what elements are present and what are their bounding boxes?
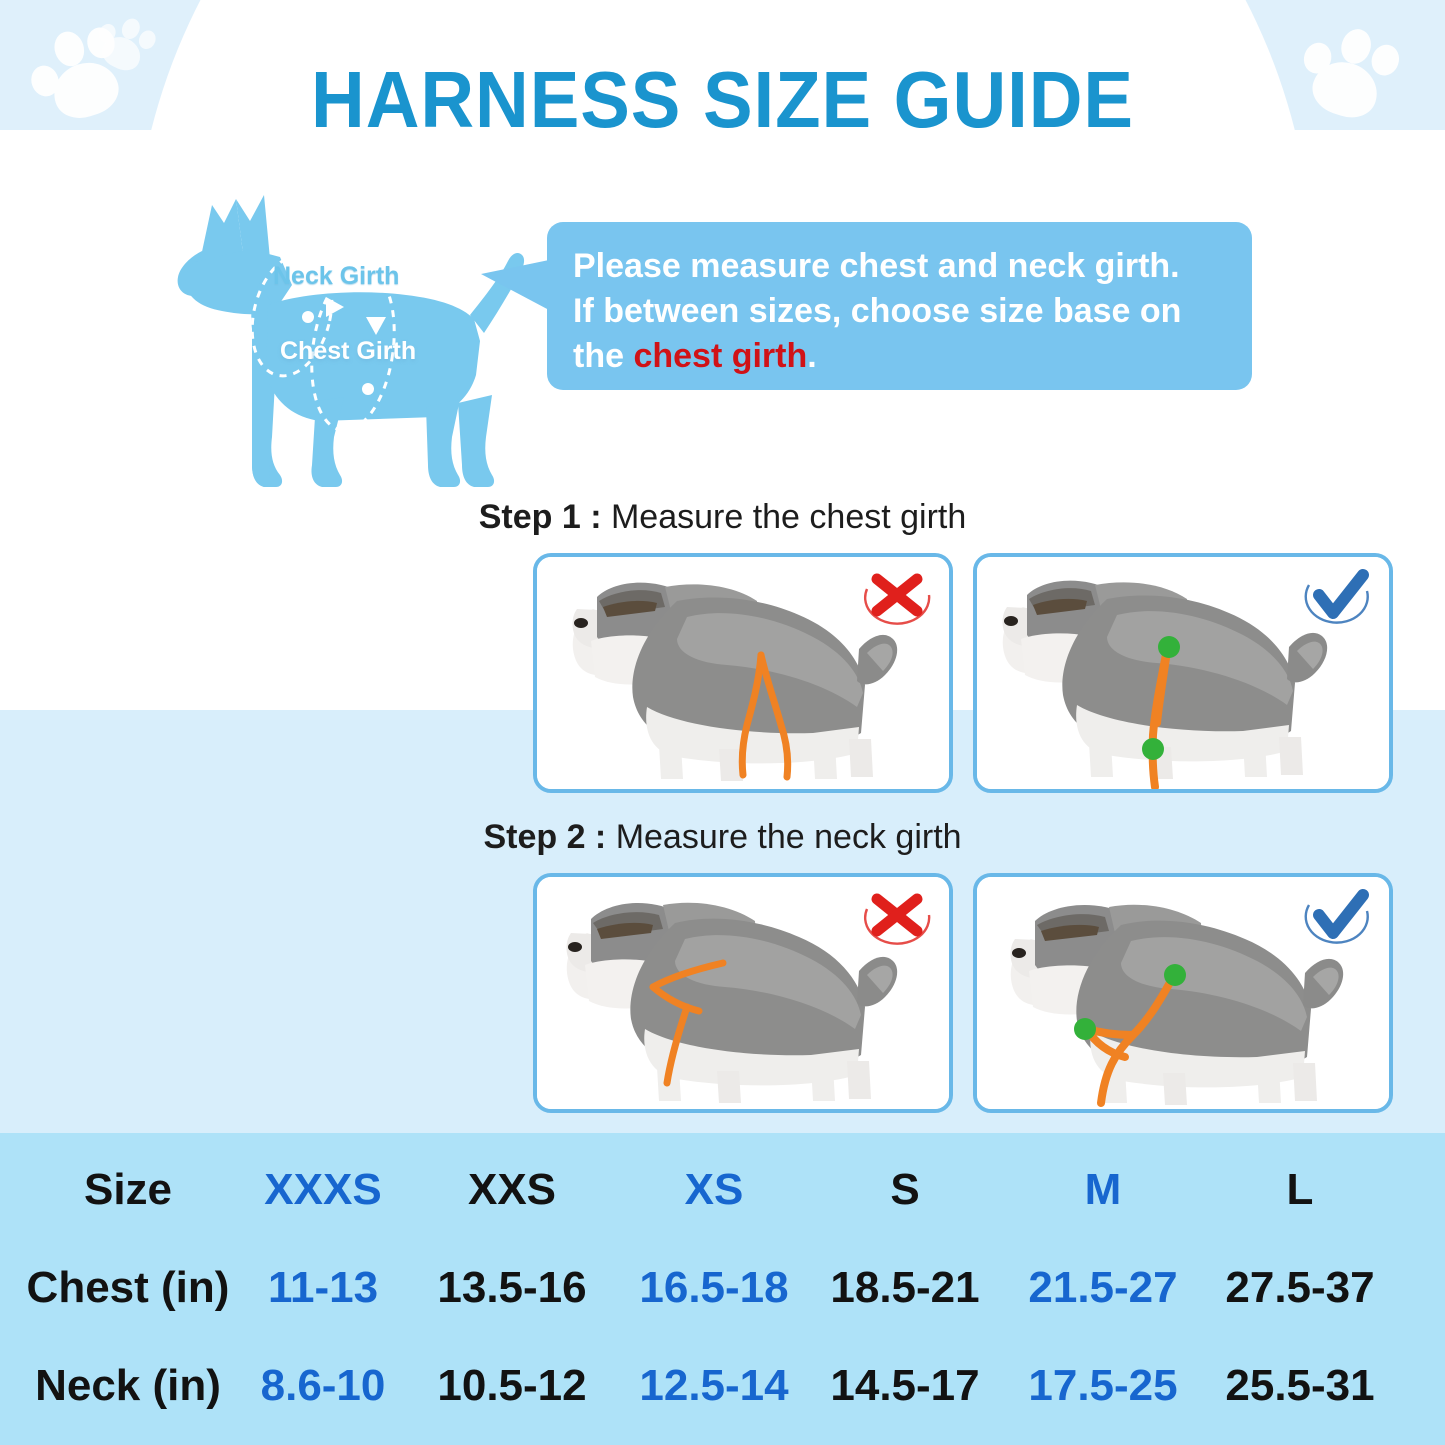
decor-dot bbox=[1240, 36, 1256, 52]
table-cell-size-s: S bbox=[890, 1165, 920, 1214]
decor-dot bbox=[1038, 492, 1054, 508]
background-band-table bbox=[0, 1133, 1445, 1445]
size-table: Size XXXS XXS XS S M L Chest (in) 11-13 13.5-16 1… bbox=[0, 1133, 1445, 1445]
callout-line-3-suffix: . bbox=[807, 336, 817, 375]
table-rowlabel-neck: Neck (in) bbox=[35, 1361, 221, 1410]
callout-highlight: chest girth bbox=[633, 336, 808, 375]
callout-tail bbox=[481, 260, 549, 310]
table-cell-chest-xxxs: 11-13 bbox=[267, 1263, 379, 1312]
step-1-heading: Step 1 : Measure the chest girth bbox=[0, 498, 1445, 537]
dog-photo-neck-correct bbox=[977, 877, 1389, 1109]
measure-point-dot bbox=[1074, 1018, 1096, 1040]
table-cell-neck-xxs: 10.5-12 bbox=[437, 1361, 587, 1410]
callout-line-2: If between sizes, choose size base on bbox=[573, 291, 1182, 330]
decor-dot bbox=[731, 59, 753, 81]
step-2-heading: Step 2 : Measure the neck girth bbox=[0, 818, 1445, 857]
measure-point-dot bbox=[1158, 636, 1180, 658]
dog-photo-chest-incorrect bbox=[537, 557, 949, 789]
table-cell-neck-xs: 12.5-14 bbox=[639, 1361, 789, 1410]
blue-check-icon bbox=[1301, 567, 1375, 629]
table-row-chest: Chest (in) 11-13 13.5-16 16.5-18 18.5-21 21.5… bbox=[0, 1253, 1445, 1353]
decor-dot bbox=[392, 492, 408, 508]
step-1-text: Measure the chest girth bbox=[610, 498, 967, 536]
table-cell-size-xxxs: XXXS bbox=[264, 1165, 382, 1214]
step-1-correct-card bbox=[973, 553, 1393, 793]
table-row-neck: Neck (in) 8.6-10 10.5-12 12.5-14 14.5-17 17.5… bbox=[0, 1351, 1445, 1445]
table-cell-neck-l: 25.5-31 bbox=[1225, 1361, 1375, 1410]
decor-dot bbox=[570, 116, 590, 136]
dog-silhouette-icon bbox=[177, 195, 525, 487]
step-2-text: Measure the neck girth bbox=[615, 818, 962, 856]
decor-dot bbox=[1171, 29, 1189, 47]
step-1-incorrect-card bbox=[533, 553, 953, 793]
decor-dot bbox=[849, 109, 867, 127]
measure-point-dot bbox=[1164, 964, 1186, 986]
table-cell-neck-xxxs: 8.6-10 bbox=[260, 1361, 386, 1410]
dog-photo-neck-incorrect bbox=[537, 877, 949, 1109]
decor-dot bbox=[524, 178, 544, 198]
table-cell-neck-s: 14.5-17 bbox=[830, 1361, 980, 1410]
table-rowlabel-size: Size bbox=[83, 1165, 173, 1214]
decor-dot bbox=[679, 61, 701, 83]
decor-dot bbox=[798, 76, 822, 100]
table-cell-chest-xxs: 13.5-16 bbox=[437, 1263, 587, 1312]
table-cell-size-xxs: XXS bbox=[467, 1165, 557, 1214]
measure-instruction-callout: Please measure chest and neck girth. If … bbox=[481, 222, 1252, 390]
step-2-correct-card bbox=[973, 873, 1393, 1113]
red-cross-icon bbox=[861, 567, 935, 629]
callout-text: Please measure chest and neck girth. If … bbox=[573, 244, 1238, 379]
callout-line-1: Please measure chest and neck girth. bbox=[573, 247, 1180, 285]
blue-check-icon bbox=[1301, 887, 1375, 949]
step-1-number: Step 1 : bbox=[478, 498, 611, 536]
table-cell-size-xs: XS bbox=[684, 1165, 744, 1214]
red-cross-icon bbox=[861, 887, 935, 949]
step-2-incorrect-card bbox=[533, 873, 953, 1113]
decor-dot bbox=[1206, 44, 1222, 60]
table-cell-chest-m: 21.5-27 bbox=[1028, 1263, 1178, 1312]
table-row-size: Size XXXS XXS XS S M L bbox=[0, 1155, 1445, 1255]
table-cell-neck-m: 17.5-25 bbox=[1028, 1361, 1178, 1410]
chest-girth-label: Chest Girth bbox=[280, 337, 417, 365]
decor-dot bbox=[780, 70, 800, 90]
table-cell-size-l: L bbox=[1286, 1165, 1314, 1214]
decor-dot bbox=[902, 178, 922, 198]
measure-point-dot bbox=[1142, 738, 1164, 760]
callout-line-3-prefix: the bbox=[573, 336, 634, 375]
decor-dot bbox=[624, 76, 648, 100]
table-cell-chest-xs: 16.5-18 bbox=[639, 1263, 789, 1312]
paw-print-icon bbox=[14, 282, 130, 398]
neck-girth-label: Neck Girth bbox=[273, 262, 400, 290]
paw-print-icon bbox=[1291, 291, 1410, 410]
table-cell-chest-s: 18.5-21 bbox=[830, 1263, 980, 1312]
table-rowlabel-chest: Chest (in) bbox=[26, 1263, 230, 1312]
page-title: HARNESS SIZE GUIDE bbox=[311, 55, 1134, 144]
dog-measurement-diagram: Neck Girth Chest Girth bbox=[140, 165, 540, 505]
table-cell-chest-l: 27.5-37 bbox=[1225, 1263, 1375, 1312]
decor-dot bbox=[1014, 412, 1030, 428]
decor-dot bbox=[880, 142, 896, 158]
decor-dot bbox=[375, 569, 389, 583]
step-2-number: Step 2 : bbox=[483, 818, 616, 856]
table-cell-size-m: M bbox=[1084, 1165, 1122, 1214]
